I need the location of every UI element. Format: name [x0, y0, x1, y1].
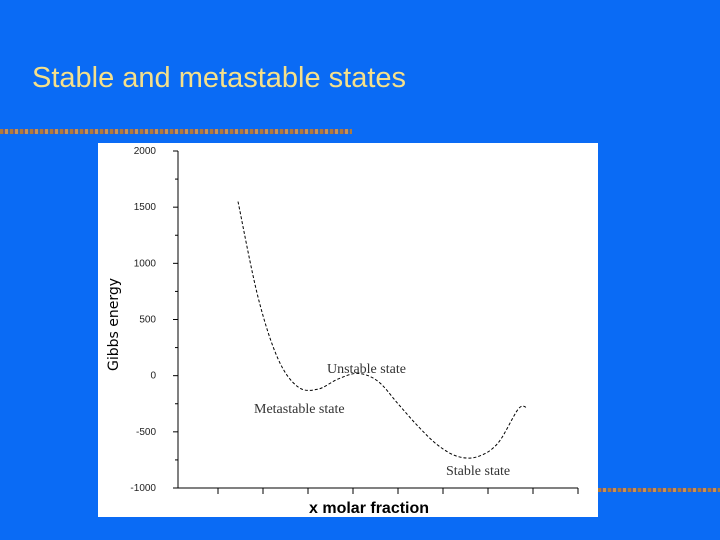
- tick-labels: 2000 1500 1000 500 0 -500 -1000: [130, 146, 156, 494]
- title-divider: [0, 129, 352, 134]
- slide-title: Stable and metastable states: [32, 62, 407, 94]
- right-divider: [598, 488, 720, 492]
- y-tick-label: 2000: [134, 146, 157, 157]
- annotation-stable-state: Stable state: [446, 464, 510, 479]
- annotation-unstable-state: Unstable state: [327, 362, 406, 377]
- y-tick-label: 500: [139, 315, 156, 326]
- chart-panel: 2000 1500 1000 500 0 -500 -1000 Gibbs energy x…: [98, 143, 598, 517]
- y-axis-title: Gibbs energy: [106, 278, 122, 371]
- x-axis-title: x molar fraction: [309, 500, 429, 517]
- gibbs-energy-curve: [237, 201, 527, 459]
- y-tick-label: 1000: [134, 258, 157, 269]
- y-tick-label: -500: [136, 427, 156, 438]
- axes: [173, 150, 579, 494]
- annotation-metastable-state: Metastable state: [254, 402, 345, 417]
- y-tick-label: -1000: [130, 483, 156, 494]
- y-tick-label: 0: [150, 371, 156, 382]
- y-tick-label: 1500: [134, 202, 157, 213]
- gibbs-energy-chart: 2000 1500 1000 500 0 -500 -1000 Gibbs energy x…: [106, 146, 579, 517]
